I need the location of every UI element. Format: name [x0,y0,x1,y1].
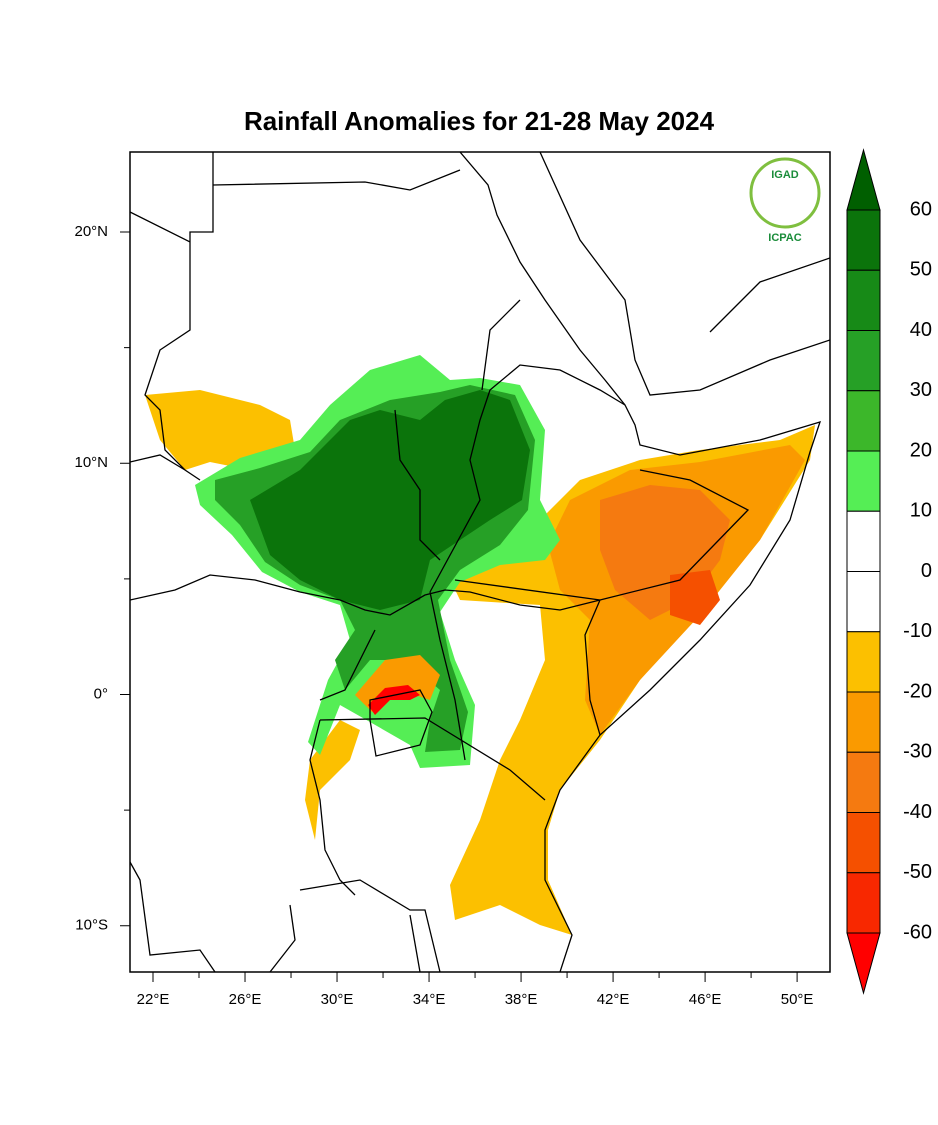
anomaly-area [145,390,295,470]
y-tick-label: 10°N [74,454,108,471]
map-area: IGAD ICPAC [130,152,830,972]
colorbar-segment [846,571,881,633]
lake [369,689,433,757]
colorbar-label: -60 [903,921,932,943]
colorbar-segment [846,330,881,392]
colorbar-label: 60 [910,198,932,220]
x-tick-label: 42°E [597,991,630,1008]
country-border [130,152,750,972]
coastline [459,152,822,972]
coastline [539,152,830,396]
colorbar-label: -10 [903,620,932,642]
colorbar-label: 10 [910,500,932,522]
anomaly-area [250,390,530,610]
x-tick-label: 46°E [689,991,722,1008]
anomaly-fields [145,355,815,935]
x-tick-label: 30°E [321,991,354,1008]
x-tick-label: 26°E [229,991,262,1008]
anomaly-area [670,570,720,625]
colorbar-segment [846,269,881,331]
y-tick-label: 10°S [75,917,108,934]
logo-ring [749,157,821,229]
colorbar-arrow [846,148,881,211]
colorbar-segment [846,450,881,512]
colorbar-label: -50 [903,861,932,883]
colorbar-label: 40 [910,319,932,341]
colorbar-label: -30 [903,741,932,763]
colorbar-segment [846,691,881,753]
x-tick-label: 38°E [505,991,538,1008]
colorbar-label: 0 [921,560,932,582]
colorbar-label: -20 [903,680,932,702]
colorbar-segment [846,209,881,271]
colorbar-arrow [846,932,881,995]
x-tick-label: 50°E [781,991,814,1008]
x-tick-label: 22°E [137,991,170,1008]
y-tick-label: 20°N [74,223,108,240]
y-tick-label: 0° [94,685,108,702]
logo-name: ICPAC [768,232,801,244]
colorbar-segment [846,390,881,452]
colorbar-label: 20 [910,439,932,461]
logo: IGAD ICPAC [749,157,821,244]
colorbar-segment [846,812,881,874]
colorbar-label: 50 [910,259,932,281]
colorbar-segment [846,872,881,934]
colorbar-segment [846,751,881,813]
colorbar-label: -40 [903,801,932,823]
colorbar-segment [846,631,881,693]
colorbar-label: 30 [910,379,932,401]
map-frame [129,151,831,973]
x-tick-label: 34°E [413,991,446,1008]
colorbar-segment [846,510,881,572]
logo-org: IGAD [771,169,799,181]
map-title: Rainfall Anomalies for 21-28 May 2024 [244,106,715,136]
